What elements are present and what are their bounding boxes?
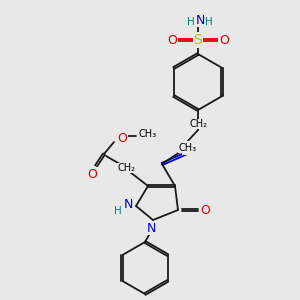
Text: O: O — [200, 203, 210, 217]
Text: CH₂: CH₂ — [117, 163, 135, 173]
Text: CH₂: CH₂ — [189, 119, 207, 129]
Text: N: N — [146, 221, 156, 235]
Text: O: O — [219, 34, 229, 46]
Text: CH₃: CH₃ — [179, 143, 197, 153]
Text: S: S — [194, 33, 202, 47]
Text: N: N — [123, 197, 133, 211]
Text: H: H — [205, 17, 213, 27]
Text: O: O — [167, 34, 177, 46]
Text: N: N — [195, 14, 205, 26]
Text: N: N — [182, 142, 192, 154]
Text: H: H — [187, 17, 195, 27]
Text: O: O — [87, 167, 97, 181]
Text: CH₃: CH₃ — [139, 129, 157, 139]
Text: O: O — [117, 131, 127, 145]
Text: H: H — [114, 206, 122, 216]
